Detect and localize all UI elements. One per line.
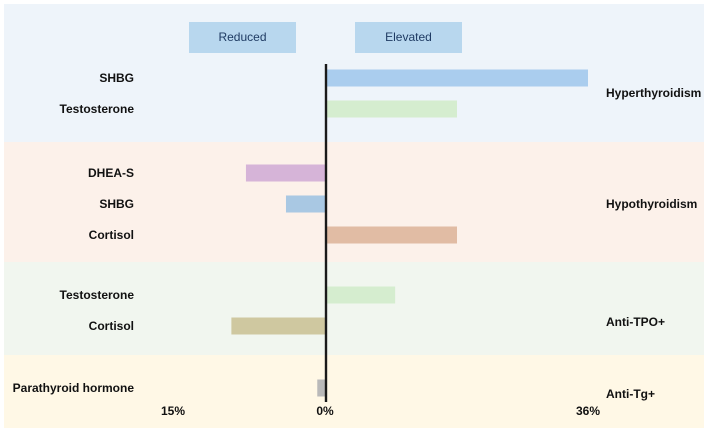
x-tick-right: 36% (576, 404, 600, 418)
row-label: Cortisol (89, 228, 134, 242)
bar-hypothyroidism-shbg (285, 195, 326, 213)
x-axis-ticks: 15% 0% 36% (161, 404, 600, 418)
group-label-anti-tg: Anti-Tg+ (606, 387, 655, 401)
band-anti-tg (4, 355, 704, 428)
bar-hypothyroidism-dhea-s (245, 164, 326, 182)
row-label: DHEA-S (88, 166, 134, 180)
bar-hypothyroidism-cortisol (326, 226, 457, 244)
reduced-label: Reduced (218, 30, 266, 44)
row-label: Parathyroid hormone (13, 381, 135, 395)
group-bands (4, 4, 704, 428)
group-label-hyperthyroidism: Hyperthyroidism (606, 86, 701, 100)
reduced-box (189, 22, 296, 53)
bar-hyperthyroidism-testosterone (326, 100, 457, 118)
row-labels: SHBG Testosterone DHEA-S SHBG Cortisol Testos… (13, 71, 135, 395)
bar-anti-tg-parathyroid-hormone (317, 379, 326, 397)
direction-legend: Reduced Elevated (189, 22, 462, 53)
bars (231, 69, 588, 397)
band-anti-tpo (4, 262, 704, 355)
row-label: Cortisol (89, 319, 134, 333)
elevated-box (355, 22, 462, 53)
bar-anti-tpo-cortisol (231, 317, 326, 335)
group-labels: Hyperthyroidism Hypothyroidism Anti-TPO+ An… (606, 86, 701, 401)
bar-anti-tpo-testosterone (326, 286, 396, 304)
group-label-hypothyroidism: Hypothyroidism (606, 197, 697, 211)
group-label-anti-tpo: Anti-TPO+ (606, 315, 665, 329)
x-tick-left: 15% (161, 404, 185, 418)
elevated-label: Elevated (385, 30, 432, 44)
row-label: SHBG (99, 71, 134, 85)
row-label: SHBG (99, 197, 134, 211)
row-label: Testosterone (60, 102, 135, 116)
bar-hyperthyroidism-shbg (326, 69, 588, 87)
row-label: Testosterone (60, 288, 135, 302)
x-tick-zero: 0% (316, 404, 334, 418)
